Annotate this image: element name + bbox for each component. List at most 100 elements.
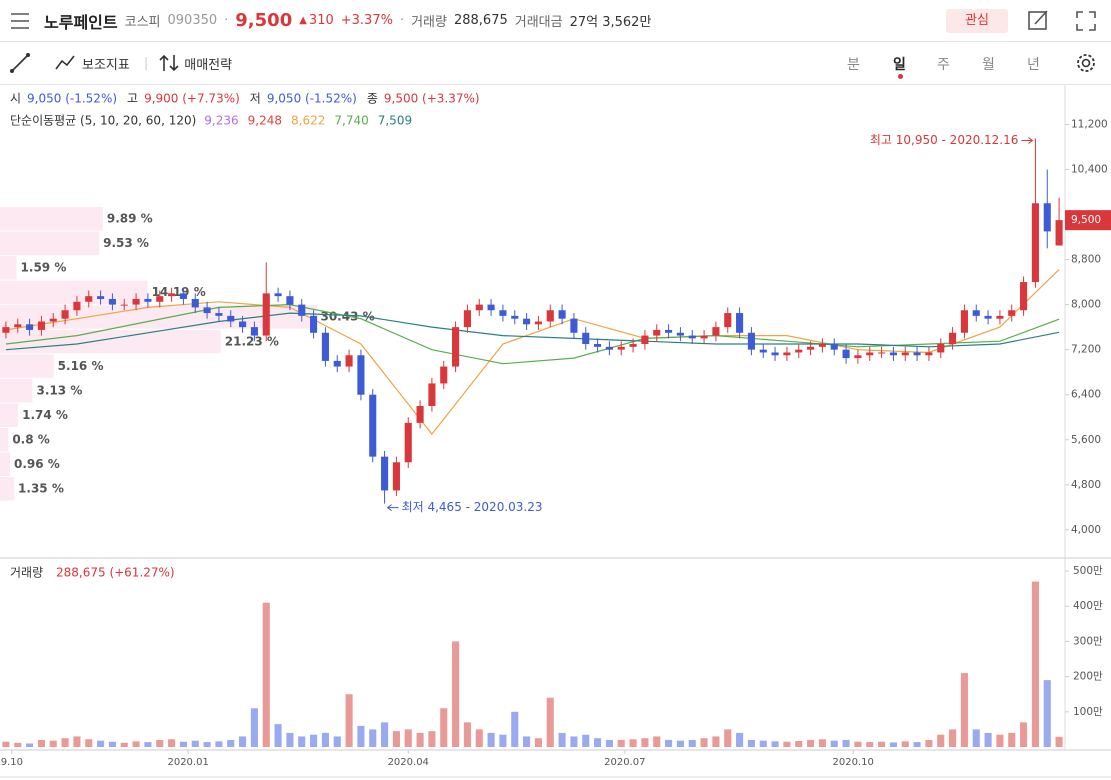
ma-value: 7,740 — [334, 114, 368, 128]
volume-profile-label: 0.8 % — [12, 432, 49, 446]
fullscreen-icon[interactable] — [1074, 9, 1098, 33]
period[interactable]: 년 — [1027, 57, 1040, 73]
volume-bar — [629, 739, 637, 747]
candle-body — [463, 310, 471, 328]
volume-bar — [854, 741, 862, 747]
volume-bar — [274, 724, 282, 747]
favorite-button[interactable]: 관심 — [946, 9, 1008, 33]
y-tick-label: 100만 — [1073, 706, 1103, 718]
candle-body — [759, 349, 767, 353]
amount-label: 거래대금 — [514, 15, 563, 30]
candle-body — [274, 293, 282, 297]
candle-body — [345, 355, 353, 367]
market: 코스피 — [124, 15, 161, 30]
candle-body — [629, 344, 637, 347]
volume-profile-label: 1.59 % — [21, 261, 67, 275]
volume-bar — [144, 742, 152, 747]
volume-bar — [97, 740, 105, 747]
menu-icon[interactable] — [0, 0, 44, 42]
volume-bar — [1055, 736, 1063, 747]
low-annotation: 최저 4,465 - 2020.03.23 — [402, 500, 543, 514]
candle-body — [144, 298, 152, 302]
y-tick-label: 7,200 — [1071, 344, 1101, 356]
volume-bar — [357, 725, 365, 747]
candle-body — [878, 352, 886, 354]
volume-bar — [487, 732, 495, 747]
strategy-button[interactable]: 매매전략 — [184, 57, 233, 73]
candle-body — [428, 383, 436, 406]
candle-body — [807, 346, 815, 350]
volume-bar — [428, 731, 436, 747]
volume-title: 거래량 — [10, 566, 43, 580]
candle-body — [49, 318, 57, 322]
candle-body — [996, 315, 1004, 319]
candle-body — [333, 360, 341, 367]
settings-icon[interactable] — [1074, 51, 1098, 75]
last-price-label: 9,500 — [1071, 214, 1101, 226]
volume-bar — [333, 736, 341, 747]
high-arrow — [1021, 137, 1034, 144]
candle-body — [85, 296, 93, 302]
indicator-icon[interactable] — [54, 51, 76, 75]
volume-bar — [404, 729, 412, 747]
candle-body — [2, 327, 10, 333]
candle-body — [700, 335, 708, 339]
candle-body — [369, 394, 377, 457]
volume-bar — [191, 740, 199, 747]
candle-body — [866, 352, 874, 356]
volume-bar — [771, 741, 779, 747]
volume-bar — [617, 739, 625, 747]
volume-bar — [665, 739, 673, 747]
ma-title: 단순이동평균 (5, 10, 20, 60, 120) — [10, 114, 196, 128]
code: 090350 — [167, 13, 218, 28]
volume-profile-bar — [0, 354, 54, 378]
candle-body — [783, 352, 791, 356]
candle-body — [889, 352, 897, 356]
volume-bar — [925, 739, 933, 747]
volume-bar — [179, 741, 187, 747]
candle-body — [712, 327, 720, 336]
candle-body — [73, 301, 81, 311]
volume-bar — [807, 739, 815, 747]
draw-icon[interactable] — [8, 51, 32, 75]
volume-bar — [747, 739, 755, 747]
volume-bar — [215, 741, 223, 747]
volume-bar — [653, 736, 661, 747]
volume-profile-label: 0.96 % — [14, 457, 60, 471]
ma-value: 7,509 — [378, 114, 412, 128]
volume-profile-label: 14.19 % — [152, 285, 206, 299]
period[interactable]: 월 — [982, 57, 995, 73]
period-selected[interactable]: 일 — [893, 57, 906, 73]
volume-profile-bar — [0, 231, 100, 256]
candle-body — [310, 315, 318, 333]
candle-body — [61, 310, 69, 319]
period[interactable]: 주 — [937, 57, 950, 73]
stock-name: 노루페인트 — [44, 12, 118, 32]
strategy-icon[interactable] — [158, 51, 180, 75]
volume-bar — [73, 736, 81, 747]
y-tick-label: 500만 — [1073, 565, 1103, 577]
header: 노루페인트 코스피 090350 · 9,500 ▲ 310 +3.37% · … — [0, 0, 1111, 42]
volume-bar — [49, 740, 57, 747]
volume-bar — [759, 740, 767, 747]
volume-bar — [712, 736, 720, 747]
edit-icon[interactable] — [1026, 9, 1050, 33]
volume-bar — [960, 673, 968, 747]
price: 9,500 — [235, 10, 293, 31]
candle-body — [357, 355, 365, 395]
candle-body — [546, 310, 554, 322]
y-tick-label: 6,400 — [1071, 389, 1101, 401]
candle-body — [558, 310, 566, 319]
x-tick-label: 2020.04 — [388, 757, 429, 768]
info-value: 9,050 (-1.52%) — [27, 92, 117, 106]
candle-body — [108, 298, 116, 305]
y-tick-label: 10,400 — [1071, 163, 1108, 175]
volume-bar — [889, 742, 897, 747]
candle-body — [984, 315, 992, 319]
y-tick-label: 8,800 — [1071, 254, 1101, 266]
candle-body — [1055, 220, 1063, 246]
info-value: 9,050 (-1.52%) — [267, 92, 357, 106]
period[interactable]: 분 — [847, 57, 860, 73]
volume-profile-label: 21.23 % — [225, 334, 279, 348]
indicator-button[interactable]: 보조지표 — [82, 57, 130, 73]
